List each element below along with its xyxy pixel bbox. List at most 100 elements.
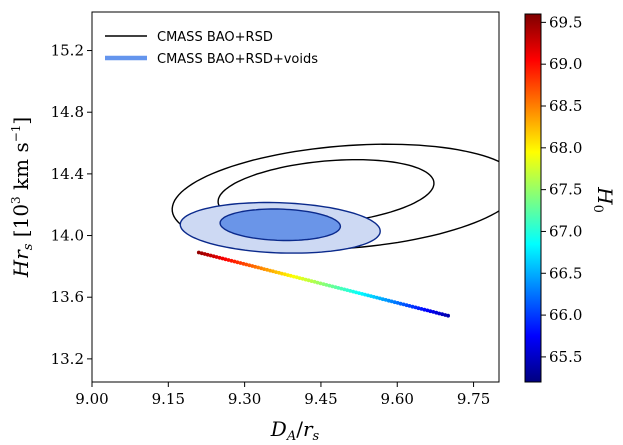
scatter-point	[250, 264, 255, 268]
scatter-point	[425, 308, 430, 313]
colorbar-tick-label: 66.0	[549, 306, 582, 324]
scatter-point	[312, 279, 317, 284]
y-axis: 13.2 13.6 14.0 14.4 14.8 15.2	[51, 42, 92, 368]
scatter-point	[315, 280, 320, 285]
colorbar-tick-label: 67.5	[549, 181, 582, 199]
legend-label-bao-rsd: CMASS BAO+RSD	[157, 30, 273, 45]
scatter-point	[318, 281, 323, 286]
colorbar-tick-label: 68.0	[549, 139, 582, 157]
scatter-point	[404, 303, 409, 308]
scatter-point	[202, 252, 207, 256]
scatter-point	[280, 271, 284, 276]
scatter-point	[360, 292, 364, 296]
scatter-point	[446, 313, 450, 318]
scatter-point	[220, 256, 225, 261]
scatter-point	[354, 290, 358, 295]
scatter-point	[375, 295, 379, 300]
scatter-point	[259, 266, 264, 271]
colorbar: 65.5 66.0 66.5 67.0 67.5 68.0 68.5 69.0 69.5 H0	[524, 13, 617, 383]
legend: CMASS BAO+RSD CMASS BAO+RSD+voids	[105, 30, 318, 67]
scatter-point	[309, 279, 314, 283]
scatter-point	[339, 286, 344, 291]
plot-frame	[91, 11, 500, 383]
scatter-point	[395, 301, 400, 305]
scatter-point	[431, 310, 436, 314]
scatter-point	[378, 296, 382, 301]
scatter-point	[196, 250, 201, 255]
y-axis-title: Hrs [103 km s−1]	[9, 117, 36, 279]
colorbar-tick-label: 66.5	[549, 264, 582, 282]
y-tick-label: 14.0	[51, 227, 84, 245]
scatter-point	[372, 295, 376, 299]
scatter-point	[422, 307, 427, 312]
x-tick-label: 9.30	[228, 390, 261, 408]
x-tick-label: 9.15	[152, 390, 185, 408]
colorbar-tick-label: 68.5	[549, 97, 582, 115]
y-tick-label: 14.4	[51, 165, 84, 183]
scatter-point	[214, 255, 219, 259]
scatter-point	[268, 268, 272, 273]
scatter-point	[256, 265, 261, 270]
scatter-point	[380, 297, 385, 302]
scatter-point	[398, 301, 403, 306]
x-tick-label: 9.75	[457, 390, 490, 408]
scatter-point	[348, 289, 353, 293]
scatter-point	[300, 276, 305, 281]
scatter-point	[407, 304, 412, 308]
scatter-point	[238, 261, 243, 265]
scatter-point	[321, 282, 326, 286]
scatter-point	[217, 255, 222, 260]
y-tick-label: 15.2	[51, 42, 84, 60]
colorbar-tick-label: 67.0	[549, 222, 582, 240]
x-tick-label: 9.60	[381, 390, 414, 408]
scatter-point	[199, 251, 204, 256]
scatter-point	[342, 287, 347, 292]
scatter-point	[262, 267, 266, 271]
colorbar-tick-label: 69.5	[549, 13, 582, 31]
x-axis-title: DA/rs	[270, 417, 320, 444]
scatter-point	[271, 269, 275, 274]
scatter-point	[330, 284, 335, 289]
scatter-point	[291, 274, 296, 279]
scatter-point	[277, 270, 281, 275]
scatter-point	[226, 258, 231, 262]
scatter-point	[232, 259, 237, 264]
scatter-point	[416, 306, 421, 311]
scatter-point	[241, 261, 246, 266]
scatter-point	[401, 302, 406, 307]
scatter-point	[369, 294, 373, 298]
scatter-point	[324, 283, 329, 287]
scatter-layer	[196, 250, 450, 318]
scatter-point	[351, 289, 356, 294]
scatter-point	[386, 298, 391, 303]
scatter-point	[437, 311, 442, 316]
scatter-point	[333, 285, 338, 289]
scatter-point	[253, 264, 258, 269]
x-tick-label: 9.45	[304, 390, 337, 408]
scatter-point	[327, 283, 332, 288]
scatter-point	[410, 304, 415, 309]
scatter-point	[434, 310, 439, 315]
scatter-point	[211, 254, 216, 259]
scatter-point	[294, 275, 299, 280]
scatter-point	[366, 293, 370, 298]
colorbar-tick-label: 69.0	[549, 55, 582, 73]
scatter-point	[419, 307, 424, 311]
x-axis: 9.00 9.15 9.30 9.45 9.60 9.75	[75, 382, 490, 408]
contour-layer	[171, 143, 499, 254]
scatter-point	[336, 286, 341, 290]
scatter-point	[274, 270, 278, 274]
plot-area	[171, 143, 499, 318]
scatter-point	[428, 309, 433, 314]
scatter-point	[297, 276, 302, 280]
scatter-point	[392, 300, 397, 305]
scatter-point	[244, 262, 249, 267]
scatter-point	[265, 267, 269, 272]
scatter-point	[288, 273, 293, 278]
colorbar-tick-label: 65.5	[549, 348, 582, 366]
y-tick-label: 14.8	[51, 103, 84, 121]
scatter-point	[383, 298, 388, 302]
contour-3	[219, 208, 342, 242]
scatter-point	[357, 291, 361, 295]
